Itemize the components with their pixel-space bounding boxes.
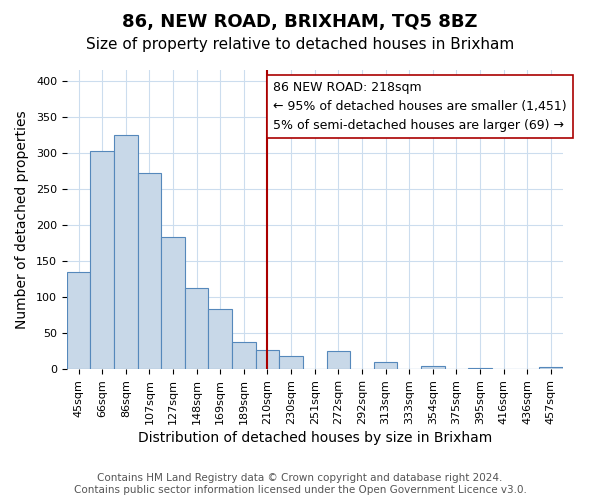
Bar [185, 288, 208, 369]
Bar [208, 310, 232, 369]
Bar [279, 356, 303, 369]
Bar [67, 272, 91, 369]
Bar [539, 367, 563, 369]
Y-axis label: Number of detached properties: Number of detached properties [15, 110, 29, 329]
Bar [161, 238, 185, 369]
Bar [468, 368, 492, 369]
Bar [421, 366, 445, 369]
Text: 86 NEW ROAD: 218sqm
← 95% of detached houses are smaller (1,451)
5% of semi-deta: 86 NEW ROAD: 218sqm ← 95% of detached ho… [274, 81, 567, 132]
Bar [91, 152, 114, 369]
Bar [137, 173, 161, 369]
Bar [114, 135, 137, 369]
Bar [232, 342, 256, 369]
Bar [374, 362, 397, 369]
Text: Contains HM Land Registry data © Crown copyright and database right 2024.
Contai: Contains HM Land Registry data © Crown c… [74, 474, 526, 495]
Bar [326, 351, 350, 369]
Bar [256, 350, 279, 369]
X-axis label: Distribution of detached houses by size in Brixham: Distribution of detached houses by size … [137, 431, 492, 445]
Text: 86, NEW ROAD, BRIXHAM, TQ5 8BZ: 86, NEW ROAD, BRIXHAM, TQ5 8BZ [122, 12, 478, 30]
Text: Size of property relative to detached houses in Brixham: Size of property relative to detached ho… [86, 38, 514, 52]
